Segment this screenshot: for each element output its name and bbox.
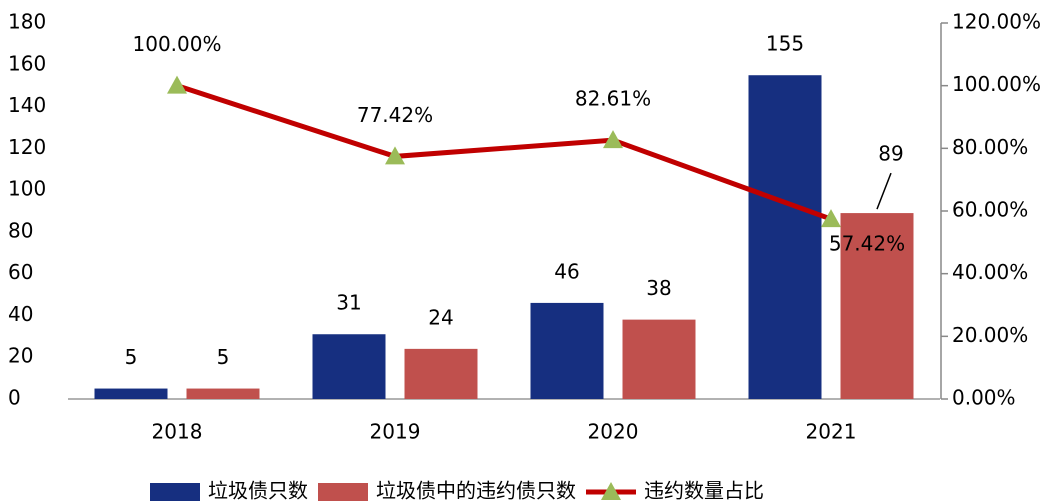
line-value-label: 77.42% (357, 103, 433, 127)
y2-tick-label: 0.00% (952, 386, 1016, 410)
value-label: 89 (878, 142, 903, 166)
value-label: 155 (766, 32, 804, 56)
bar (186, 388, 260, 399)
y-tick-label: 60 (8, 260, 33, 284)
value-label: 5 (217, 345, 230, 369)
y-tick-label: 160 (8, 51, 46, 75)
x-tick-label: 2020 (588, 420, 639, 444)
value-label: 31 (336, 291, 361, 315)
y-tick-label: 0 (8, 386, 21, 410)
y-tick-label: 120 (8, 135, 46, 159)
value-label: 24 (428, 305, 453, 329)
bar (748, 75, 822, 399)
value-label: 46 (554, 259, 579, 283)
y2-tick-label: 20.00% (952, 323, 1028, 347)
line-value-label: 57.42% (829, 232, 905, 256)
x-tick-label: 2019 (370, 420, 421, 444)
y2-tick-label: 40.00% (952, 260, 1028, 284)
marker (385, 146, 405, 165)
value-label: 38 (646, 276, 671, 300)
y-tick-label: 140 (8, 93, 46, 117)
y-tick-label: 40 (8, 302, 33, 326)
legend-label: 垃圾债中的违约债只数 (376, 479, 576, 503)
y-tick-label: 80 (8, 218, 33, 242)
bar (94, 388, 168, 399)
value-label: 5 (125, 345, 138, 369)
line-value-label: 82.61% (575, 87, 651, 111)
legend-swatch (318, 483, 368, 501)
marker (821, 209, 841, 228)
line-value-label: 100.00% (133, 32, 222, 56)
bar (404, 348, 478, 399)
x-tick-label: 2018 (152, 420, 203, 444)
legend-label: 垃圾债只数 (208, 479, 308, 503)
y-tick-label: 20 (8, 344, 33, 368)
bar (622, 319, 696, 399)
y2-tick-label: 80.00% (952, 135, 1028, 159)
y-tick-label: 100 (8, 177, 46, 201)
marker (167, 75, 187, 94)
x-tick-label: 2021 (806, 420, 857, 444)
marker (603, 130, 623, 149)
y2-tick-label: 120.00% (952, 10, 1041, 34)
legend-marker (601, 482, 621, 500)
bar (312, 334, 386, 399)
leader-line (876, 172, 892, 210)
y2-tick-label: 100.00% (952, 72, 1041, 96)
legend-label: 违约数量占比 (644, 479, 764, 503)
legend-swatch (150, 483, 200, 501)
line (176, 83, 832, 222)
y2-tick-label: 60.00% (952, 198, 1028, 222)
bar (840, 213, 914, 399)
y-tick-label: 180 (8, 10, 46, 34)
bar (530, 302, 604, 399)
